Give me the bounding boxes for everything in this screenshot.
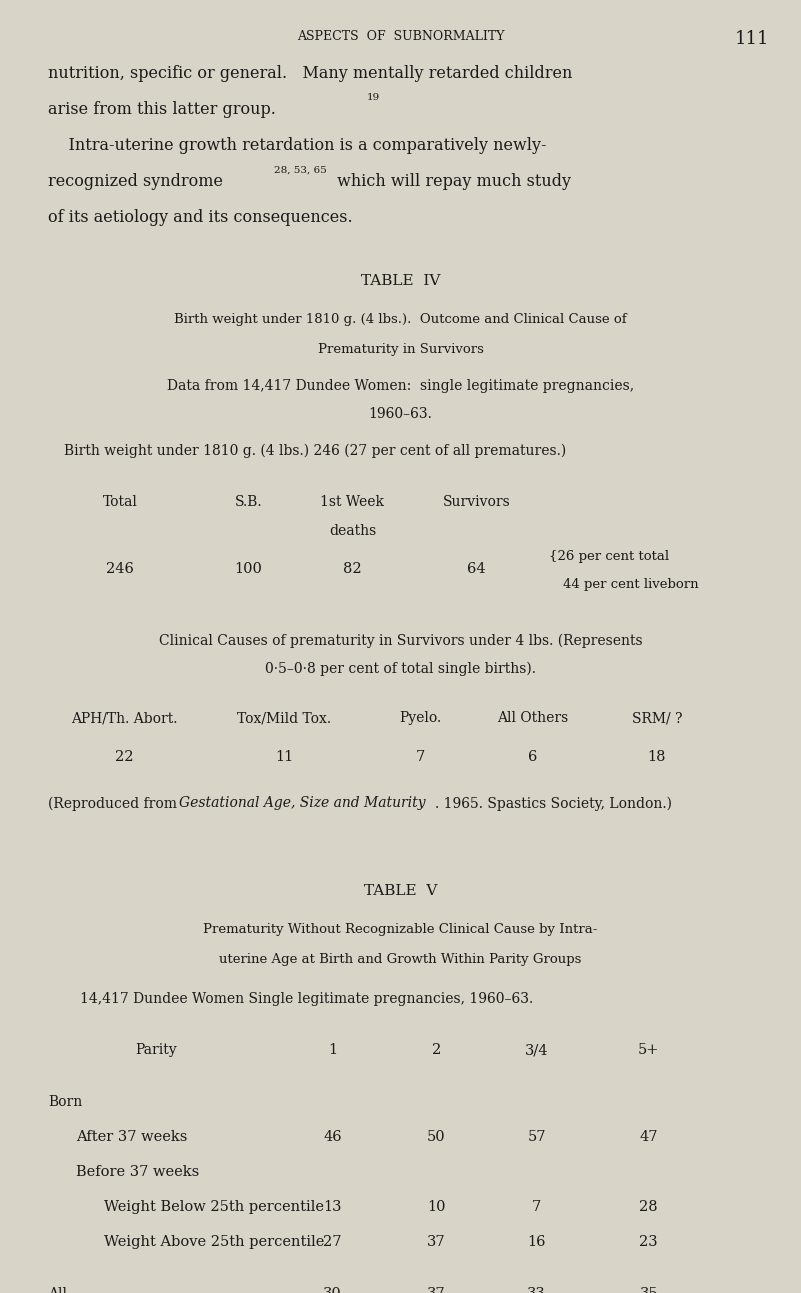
Text: 0·5–0·8 per cent of total single births).: 0·5–0·8 per cent of total single births)…: [265, 662, 536, 676]
Text: 28, 53, 65: 28, 53, 65: [274, 166, 327, 175]
Text: 18: 18: [647, 750, 666, 764]
Text: 37: 37: [427, 1287, 446, 1293]
Text: 7: 7: [532, 1200, 541, 1214]
Text: 47: 47: [639, 1130, 658, 1144]
Text: 1960–63.: 1960–63.: [368, 407, 433, 422]
Text: 16: 16: [527, 1235, 546, 1249]
Text: 57: 57: [527, 1130, 546, 1144]
Text: Total: Total: [103, 495, 138, 509]
Text: deaths: deaths: [329, 524, 376, 538]
Text: Tox/Mild Tox.: Tox/Mild Tox.: [237, 711, 332, 725]
Text: All: All: [48, 1287, 67, 1293]
Text: 5+: 5+: [638, 1043, 659, 1058]
Text: 13: 13: [323, 1200, 342, 1214]
Text: 14,417 Dundee Women Single legitimate pregnancies, 1960–63.: 14,417 Dundee Women Single legitimate pr…: [80, 992, 533, 1006]
Text: Prematurity Without Recognizable Clinical Cause by Intra-: Prematurity Without Recognizable Clinica…: [203, 923, 598, 936]
Text: Birth weight under 1810 g. (4 lbs.) 246 (27 per cent of all prematures.): Birth weight under 1810 g. (4 lbs.) 246 …: [64, 443, 566, 458]
Text: Prematurity in Survivors: Prematurity in Survivors: [317, 343, 484, 356]
Text: Gestational Age, Size and Maturity: Gestational Age, Size and Maturity: [179, 796, 425, 811]
Text: Born: Born: [48, 1095, 83, 1109]
Text: 6: 6: [528, 750, 537, 764]
Text: which will repay much study: which will repay much study: [332, 173, 571, 190]
Text: Clinical Causes of prematurity in Survivors under 4 lbs. (Represents: Clinical Causes of prematurity in Surviv…: [159, 634, 642, 648]
Text: 46: 46: [323, 1130, 342, 1144]
Text: 33: 33: [527, 1287, 546, 1293]
Text: recognized syndrome: recognized syndrome: [48, 173, 228, 190]
Text: 37: 37: [427, 1235, 446, 1249]
Text: 22: 22: [115, 750, 134, 764]
Text: 19: 19: [367, 93, 380, 102]
Text: 30: 30: [323, 1287, 342, 1293]
Text: (Reproduced from: (Reproduced from: [48, 796, 182, 811]
Text: 50: 50: [427, 1130, 446, 1144]
Text: {26 per cent total: {26 per cent total: [549, 550, 669, 562]
Text: Data from 14,417 Dundee Women:  single legitimate pregnancies,: Data from 14,417 Dundee Women: single le…: [167, 379, 634, 393]
Text: After 37 weeks: After 37 weeks: [76, 1130, 187, 1144]
Text: 3/4: 3/4: [525, 1043, 549, 1058]
Text: 28: 28: [639, 1200, 658, 1214]
Text: Intra-uterine growth retardation is a comparatively newly-: Intra-uterine growth retardation is a co…: [48, 137, 546, 154]
Text: APH/Th. Abort.: APH/Th. Abort.: [71, 711, 177, 725]
Text: Weight Above 25th percentile: Weight Above 25th percentile: [104, 1235, 324, 1249]
Text: 82: 82: [343, 562, 362, 577]
Text: uterine Age at Birth and Growth Within Parity Groups: uterine Age at Birth and Growth Within P…: [219, 953, 582, 966]
Text: TABLE  IV: TABLE IV: [360, 274, 441, 288]
Text: SRM/ ?: SRM/ ?: [631, 711, 682, 725]
Text: 1st Week: 1st Week: [320, 495, 384, 509]
Text: 111: 111: [735, 30, 769, 48]
Text: 246: 246: [107, 562, 134, 577]
Text: 2: 2: [432, 1043, 441, 1058]
Text: 11: 11: [276, 750, 293, 764]
Text: Weight Below 25th percentile: Weight Below 25th percentile: [104, 1200, 324, 1214]
Text: Pyelo.: Pyelo.: [400, 711, 441, 725]
Text: 64: 64: [467, 562, 486, 577]
Text: 44 per cent liveborn: 44 per cent liveborn: [563, 578, 698, 591]
Text: 23: 23: [639, 1235, 658, 1249]
Text: 7: 7: [416, 750, 425, 764]
Text: Before 37 weeks: Before 37 weeks: [76, 1165, 199, 1179]
Text: nutrition, specific or general.   Many mentally retarded children: nutrition, specific or general. Many men…: [48, 65, 573, 81]
Text: TABLE  V: TABLE V: [364, 884, 437, 899]
Text: of its aetiology and its consequences.: of its aetiology and its consequences.: [48, 209, 352, 226]
Text: ASPECTS  OF  SUBNORMALITY: ASPECTS OF SUBNORMALITY: [296, 30, 505, 43]
Text: Parity: Parity: [135, 1043, 177, 1058]
Text: 27: 27: [323, 1235, 342, 1249]
Text: Birth weight under 1810 g. (4 lbs.).  Outcome and Clinical Cause of: Birth weight under 1810 g. (4 lbs.). Out…: [174, 313, 627, 326]
Text: 100: 100: [235, 562, 262, 577]
Text: All Others: All Others: [497, 711, 568, 725]
Text: 35: 35: [639, 1287, 658, 1293]
Text: 10: 10: [427, 1200, 446, 1214]
Text: S.B.: S.B.: [235, 495, 262, 509]
Text: . 1965. Spastics Society, London.): . 1965. Spastics Society, London.): [435, 796, 672, 811]
Text: 1: 1: [328, 1043, 337, 1058]
Text: Survivors: Survivors: [443, 495, 510, 509]
Text: arise from this latter group.: arise from this latter group.: [48, 101, 276, 118]
